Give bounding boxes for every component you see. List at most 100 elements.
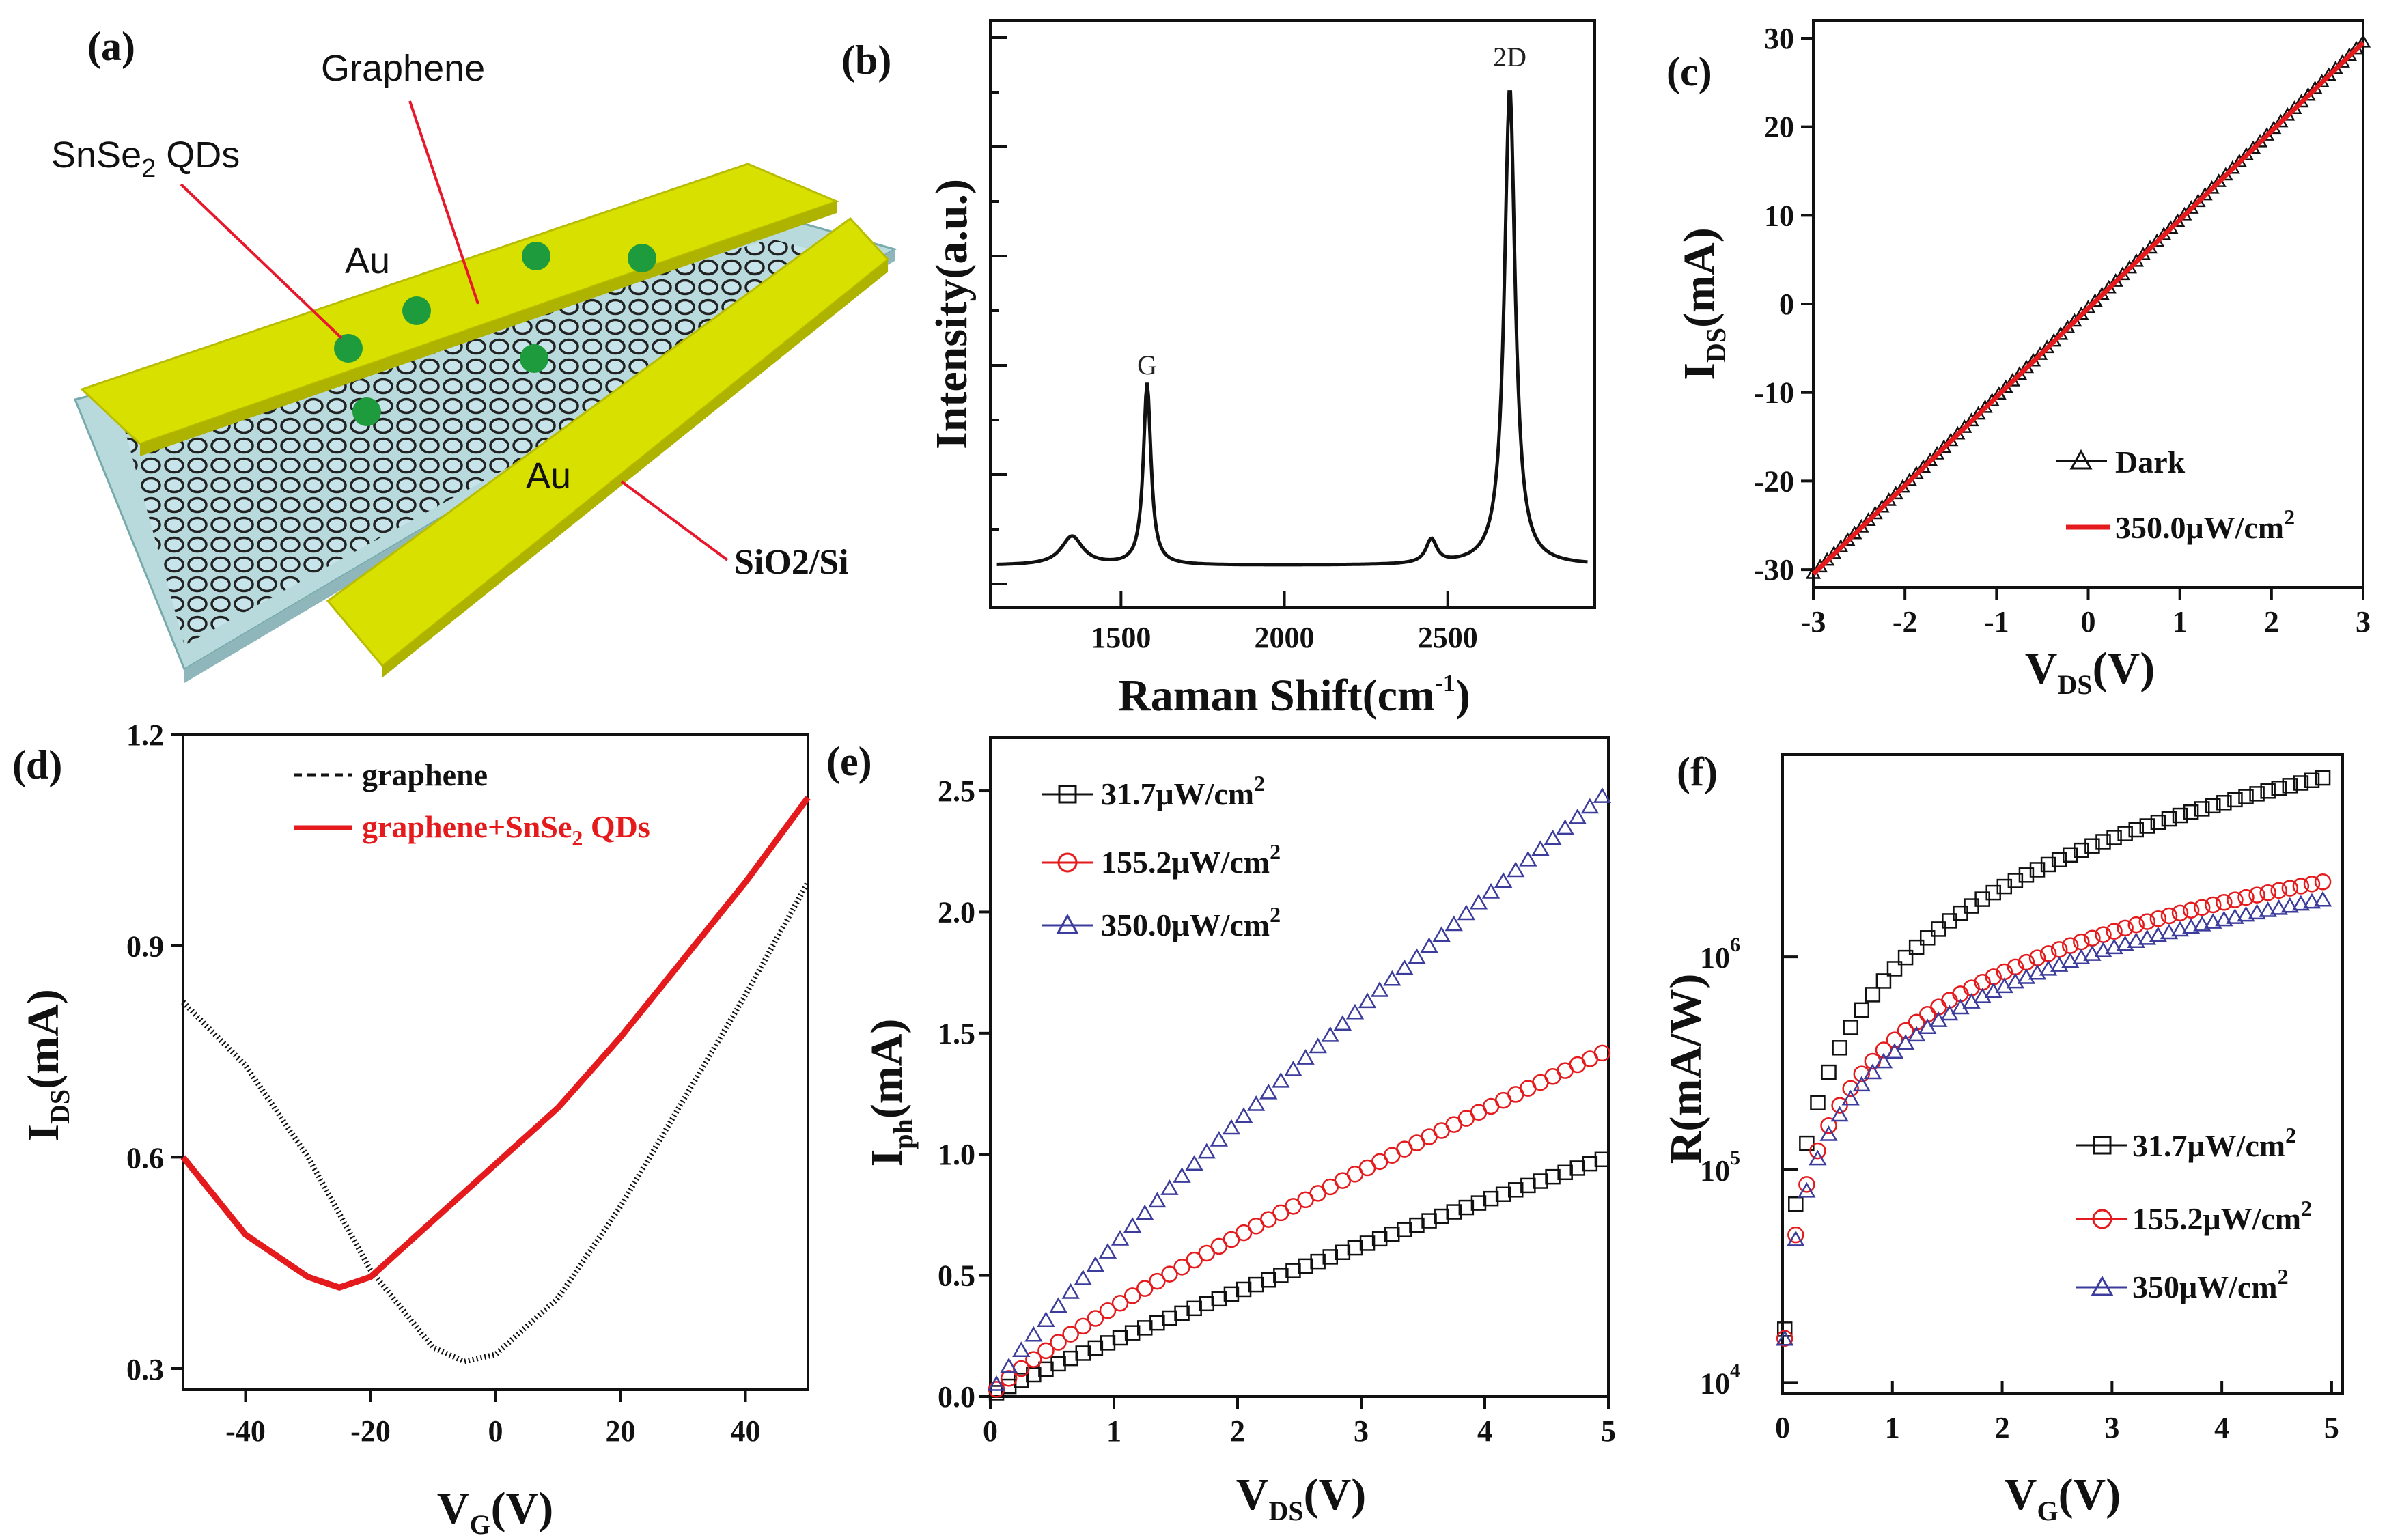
square-marker	[2260, 783, 2276, 799]
quantum-dot-icon	[520, 344, 548, 373]
circle-marker	[2227, 891, 2244, 908]
x-tick-label: -2	[1893, 605, 1918, 639]
circle-marker	[1037, 1342, 1055, 1360]
circle-marker	[2182, 901, 2200, 919]
triangle-marker	[2215, 910, 2233, 927]
square-marker	[1285, 1263, 1301, 1278]
triangle-marker	[2237, 906, 2255, 922]
square-marker	[1421, 1213, 1437, 1229]
x-ticks: -3 -2 -1 0 1 2 3	[1801, 587, 2371, 639]
x-ticks: 0 1 2 3 4 5	[983, 1397, 1616, 1448]
square-marker	[1063, 1350, 1078, 1367]
circle-marker	[1099, 1302, 1117, 1319]
square-marker	[1446, 1204, 1462, 1220]
circle-marker	[2292, 878, 2310, 895]
legend: graphene graphene+SnSe2 QDs	[294, 757, 650, 850]
square-marker	[1788, 1196, 1804, 1212]
qds-pointer	[180, 183, 343, 339]
square-marker	[1996, 878, 2013, 895]
x-axis-label: VG(V)	[437, 1483, 553, 1540]
triangle-marker-icon	[2091, 1275, 2114, 1296]
triangle-marker	[1907, 1026, 1926, 1042]
triangle-marker	[1037, 1311, 1055, 1327]
panel-b-raman: (b) 1500 2000 2500 G 2D Raman Shift(cm-1) …	[841, 19, 1596, 720]
x-tick-label: -1	[1984, 605, 2009, 639]
triangle-marker	[1863, 1063, 1882, 1080]
triangle-marker	[1111, 1230, 1130, 1246]
square-marker	[2029, 862, 2046, 878]
square-marker	[1248, 1276, 1264, 1293]
circle-marker	[1000, 1370, 1018, 1387]
x-tick-label: 2	[1995, 1411, 2010, 1444]
panel-label-e: (e)	[826, 739, 872, 784]
square-marker	[2040, 856, 2056, 873]
triangle-marker	[1962, 993, 1981, 1009]
y-tick-label: 0.3	[126, 1353, 164, 1386]
y-tick-label: 1.2	[126, 718, 164, 752]
triangle-marker	[1333, 1015, 1352, 1031]
bottom-electrode-side-icon	[382, 260, 888, 677]
triangle-marker-icon	[1056, 913, 1079, 934]
triangle-marker	[1556, 819, 1574, 835]
legend-155: 155.2μW/cm2	[2132, 1196, 2312, 1236]
triangle-marker	[1432, 926, 1451, 942]
triangle-marker	[1024, 1326, 1043, 1342]
square-marker	[2282, 778, 2298, 794]
y-ticks	[990, 36, 1007, 585]
triangle-marker	[1420, 937, 1438, 953]
y-tick-base: 10	[1700, 1367, 1730, 1400]
quantum-dot-icon	[522, 242, 550, 270]
square-marker	[2249, 786, 2265, 802]
triangle-marker	[1885, 1043, 1904, 1059]
x-tick-label: 40	[731, 1414, 761, 1448]
triangle-marker	[1370, 981, 1389, 997]
y-ticks: 0.3 0.6 0.9 1.2	[126, 718, 183, 1386]
square-marker	[2315, 770, 2331, 786]
y-tick-label: 2.5	[938, 774, 975, 808]
square-marker	[1186, 1300, 1202, 1317]
y-tick-exp: 4	[1730, 1359, 1740, 1382]
y-tick-label: 0	[1779, 288, 1794, 321]
x-ticks: -40 -20 0 20 40	[225, 1390, 761, 1448]
y-tick-label: 1.5	[938, 1017, 975, 1050]
triangle-marker	[1874, 1052, 1893, 1069]
triangle-marker	[1222, 1119, 1241, 1135]
x-tick-label: 4	[2214, 1411, 2229, 1444]
triangle-marker	[2280, 897, 2299, 913]
triangle-marker	[1197, 1143, 1216, 1159]
square-marker	[1075, 1345, 1091, 1361]
square-marker	[1569, 1160, 1585, 1176]
panel-label-b: (b)	[841, 38, 891, 83]
square-marker	[1908, 939, 1925, 955]
y-tick-label: 30	[1764, 22, 1794, 55]
triangle-marker	[1259, 1083, 1278, 1100]
triangle-marker	[1086, 1256, 1105, 1272]
panel-d-transfer: (d) 0.3 0.6 0.9 1.2 -40 -20 0 20 40 graphene gr…	[12, 718, 811, 1540]
square-marker	[1832, 1040, 1847, 1056]
square-marker	[1211, 1291, 1227, 1307]
triangle-marker	[1284, 1060, 1302, 1076]
square-marker	[1397, 1222, 1412, 1237]
square-marker	[1483, 1190, 1499, 1207]
circle-marker	[2248, 886, 2265, 904]
panel-a-schematic: (a) Graphene SnSe2 QDs Au Au SiO2/Si	[51, 24, 897, 683]
y-tick-label: 0.5	[938, 1259, 975, 1293]
square-marker	[2216, 795, 2232, 811]
circle-marker	[2127, 916, 2145, 934]
triangle-marker	[2149, 926, 2168, 942]
square-marker	[2074, 842, 2089, 858]
y-tick-base: 10	[1700, 941, 1730, 975]
square-marker	[1799, 1135, 1815, 1151]
circle-marker	[2117, 919, 2134, 937]
x-tick-label: 1	[1106, 1414, 1121, 1448]
square-marker-icon	[1058, 785, 1077, 804]
x-tick-label: 0	[1775, 1411, 1790, 1444]
triangle-marker	[2181, 918, 2201, 934]
quantum-dot-icon	[402, 296, 431, 325]
triangle-marker	[1160, 1179, 1179, 1195]
square-marker	[1875, 973, 1892, 989]
x-tick-label: 3	[2356, 605, 2371, 639]
square-marker	[1942, 913, 1957, 929]
legend-350: 350.0μW/cm2	[2115, 505, 2295, 545]
x-tick-label: 1	[1885, 1411, 1900, 1444]
